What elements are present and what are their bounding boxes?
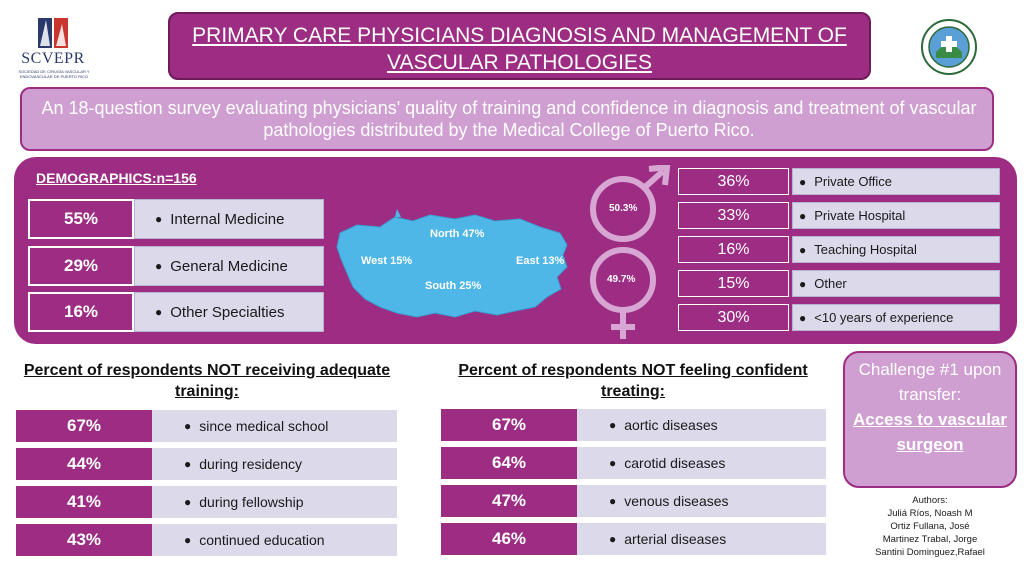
- practice-percent: 15%: [678, 270, 789, 297]
- confidence-percent: 64%: [441, 447, 577, 479]
- training-label: ● since medical school: [152, 410, 397, 442]
- confidence-row: 46% ● arterial diseases: [441, 523, 826, 555]
- training-row: 43% ● continued education: [16, 524, 397, 556]
- challenge-title: Challenge #1 upon transfer:: [858, 360, 1002, 404]
- training-label: ● during residency: [152, 448, 397, 480]
- practice-percent: 30%: [678, 304, 789, 331]
- confidence-percent: 46%: [441, 523, 577, 555]
- training-heading: Percent of respondents NOT receiving ade…: [23, 362, 391, 400]
- confidence-heading: Percent of respondents NOT feeling confi…: [458, 362, 808, 400]
- author-line: Ortiz Fullana, José: [890, 521, 970, 532]
- training-row: 41% ● during fellowship: [16, 486, 397, 518]
- logo-subtitle: SOCIEDAD DE CIRUGÍA VASCULAR Y ENDOVASCU…: [18, 69, 90, 79]
- page-title: PRIMARY CARE PHYSICIANS DIAGNOSIS AND MA…: [192, 24, 847, 74]
- map-label-west: West 15%: [361, 255, 413, 267]
- male-percent: 50.3%: [609, 203, 638, 214]
- practice-row: 33% ● Private Hospital: [678, 202, 1000, 229]
- logo-name: SCVEPR: [21, 50, 85, 67]
- confidence-percent: 67%: [441, 409, 577, 441]
- practice-row: 30% ● <10 years of experience: [678, 304, 1000, 331]
- training-label: ● during fellowship: [152, 486, 397, 518]
- confidence-row: 67% ● aortic diseases: [441, 409, 826, 441]
- authors-label: Authors:: [912, 495, 948, 506]
- demographics-heading: DEMOGRAPHICS:n=156: [36, 170, 197, 186]
- practice-label: ● Teaching Hospital: [792, 236, 1000, 263]
- practice-label: ● Private Hospital: [792, 202, 1000, 229]
- training-row: 44% ● during residency: [16, 448, 397, 480]
- challenge-box: Challenge #1 upon transfer: Access to va…: [843, 351, 1017, 488]
- confidence-label: ● carotid diseases: [577, 447, 826, 479]
- specialty-label: ● General Medicine: [134, 246, 324, 286]
- practice-percent: 33%: [678, 202, 789, 229]
- training-label: ● continued education: [152, 524, 397, 556]
- practice-percent: 16%: [678, 236, 789, 263]
- specialty-row: 55% ● Internal Medicine: [28, 199, 324, 239]
- author-line: Santini Dominguez,Rafael: [875, 547, 985, 558]
- practice-label: ● Other: [792, 270, 1000, 297]
- puerto-rico-map: [336, 209, 568, 318]
- training-percent: 41%: [16, 486, 152, 518]
- scvepr-logo: SCVEPR SOCIEDAD DE CIRUGÍA VASCULAR Y EN…: [12, 14, 94, 80]
- practice-label: ● Private Office: [792, 168, 1000, 195]
- practice-row: 16% ● Teaching Hospital: [678, 236, 1000, 263]
- author-line: Martinez Trabal, Jorge: [882, 534, 978, 545]
- specialty-percent: 16%: [28, 292, 134, 332]
- specialty-percent: 55%: [28, 199, 134, 239]
- map-label-north: North 47%: [430, 228, 485, 240]
- confidence-row: 64% ● carotid diseases: [441, 447, 826, 479]
- confidence-label: ● arterial diseases: [577, 523, 826, 555]
- specialty-row: 16% ● Other Specialties: [28, 292, 324, 332]
- map-label-east: East 13%: [516, 255, 565, 267]
- confidence-label: ● venous diseases: [577, 485, 826, 517]
- authors-block: Authors: Juliá Ríos, Noash M Ortiz Fulla…: [840, 494, 1020, 559]
- title-banner: PRIMARY CARE PHYSICIANS DIAGNOSIS AND MA…: [168, 12, 871, 80]
- author-line: Juliá Ríos, Noash M: [887, 508, 973, 519]
- confidence-row: 47% ● venous diseases: [441, 485, 826, 517]
- subtitle-banner: An 18-question survey evaluating physici…: [20, 87, 994, 151]
- scvepr-emblem-icon: [38, 18, 68, 48]
- confidence-percent: 47%: [441, 485, 577, 517]
- specialty-percent: 29%: [28, 246, 134, 286]
- survey-description: An 18-question survey evaluating physici…: [41, 98, 977, 140]
- female-percent: 49.7%: [607, 274, 636, 285]
- training-percent: 67%: [16, 410, 152, 442]
- practice-row: 36% ● Private Office: [678, 168, 1000, 195]
- practice-row: 15% ● Other: [678, 270, 1000, 297]
- specialty-label: ● Other Specialties: [134, 292, 324, 332]
- specialty-row: 29% ● General Medicine: [28, 246, 324, 286]
- training-row: 67% ● since medical school: [16, 410, 397, 442]
- gender-symbols-icon: [590, 165, 671, 339]
- college-seal-icon: [921, 19, 977, 75]
- specialty-label: ● Internal Medicine: [134, 199, 324, 239]
- training-percent: 43%: [16, 524, 152, 556]
- challenge-text: Access to vascular surgeon: [852, 410, 1008, 454]
- map-label-south: South 25%: [425, 280, 482, 292]
- practice-label: ● <10 years of experience: [792, 304, 1000, 331]
- confidence-label: ● aortic diseases: [577, 409, 826, 441]
- training-percent: 44%: [16, 448, 152, 480]
- practice-percent: 36%: [678, 168, 789, 195]
